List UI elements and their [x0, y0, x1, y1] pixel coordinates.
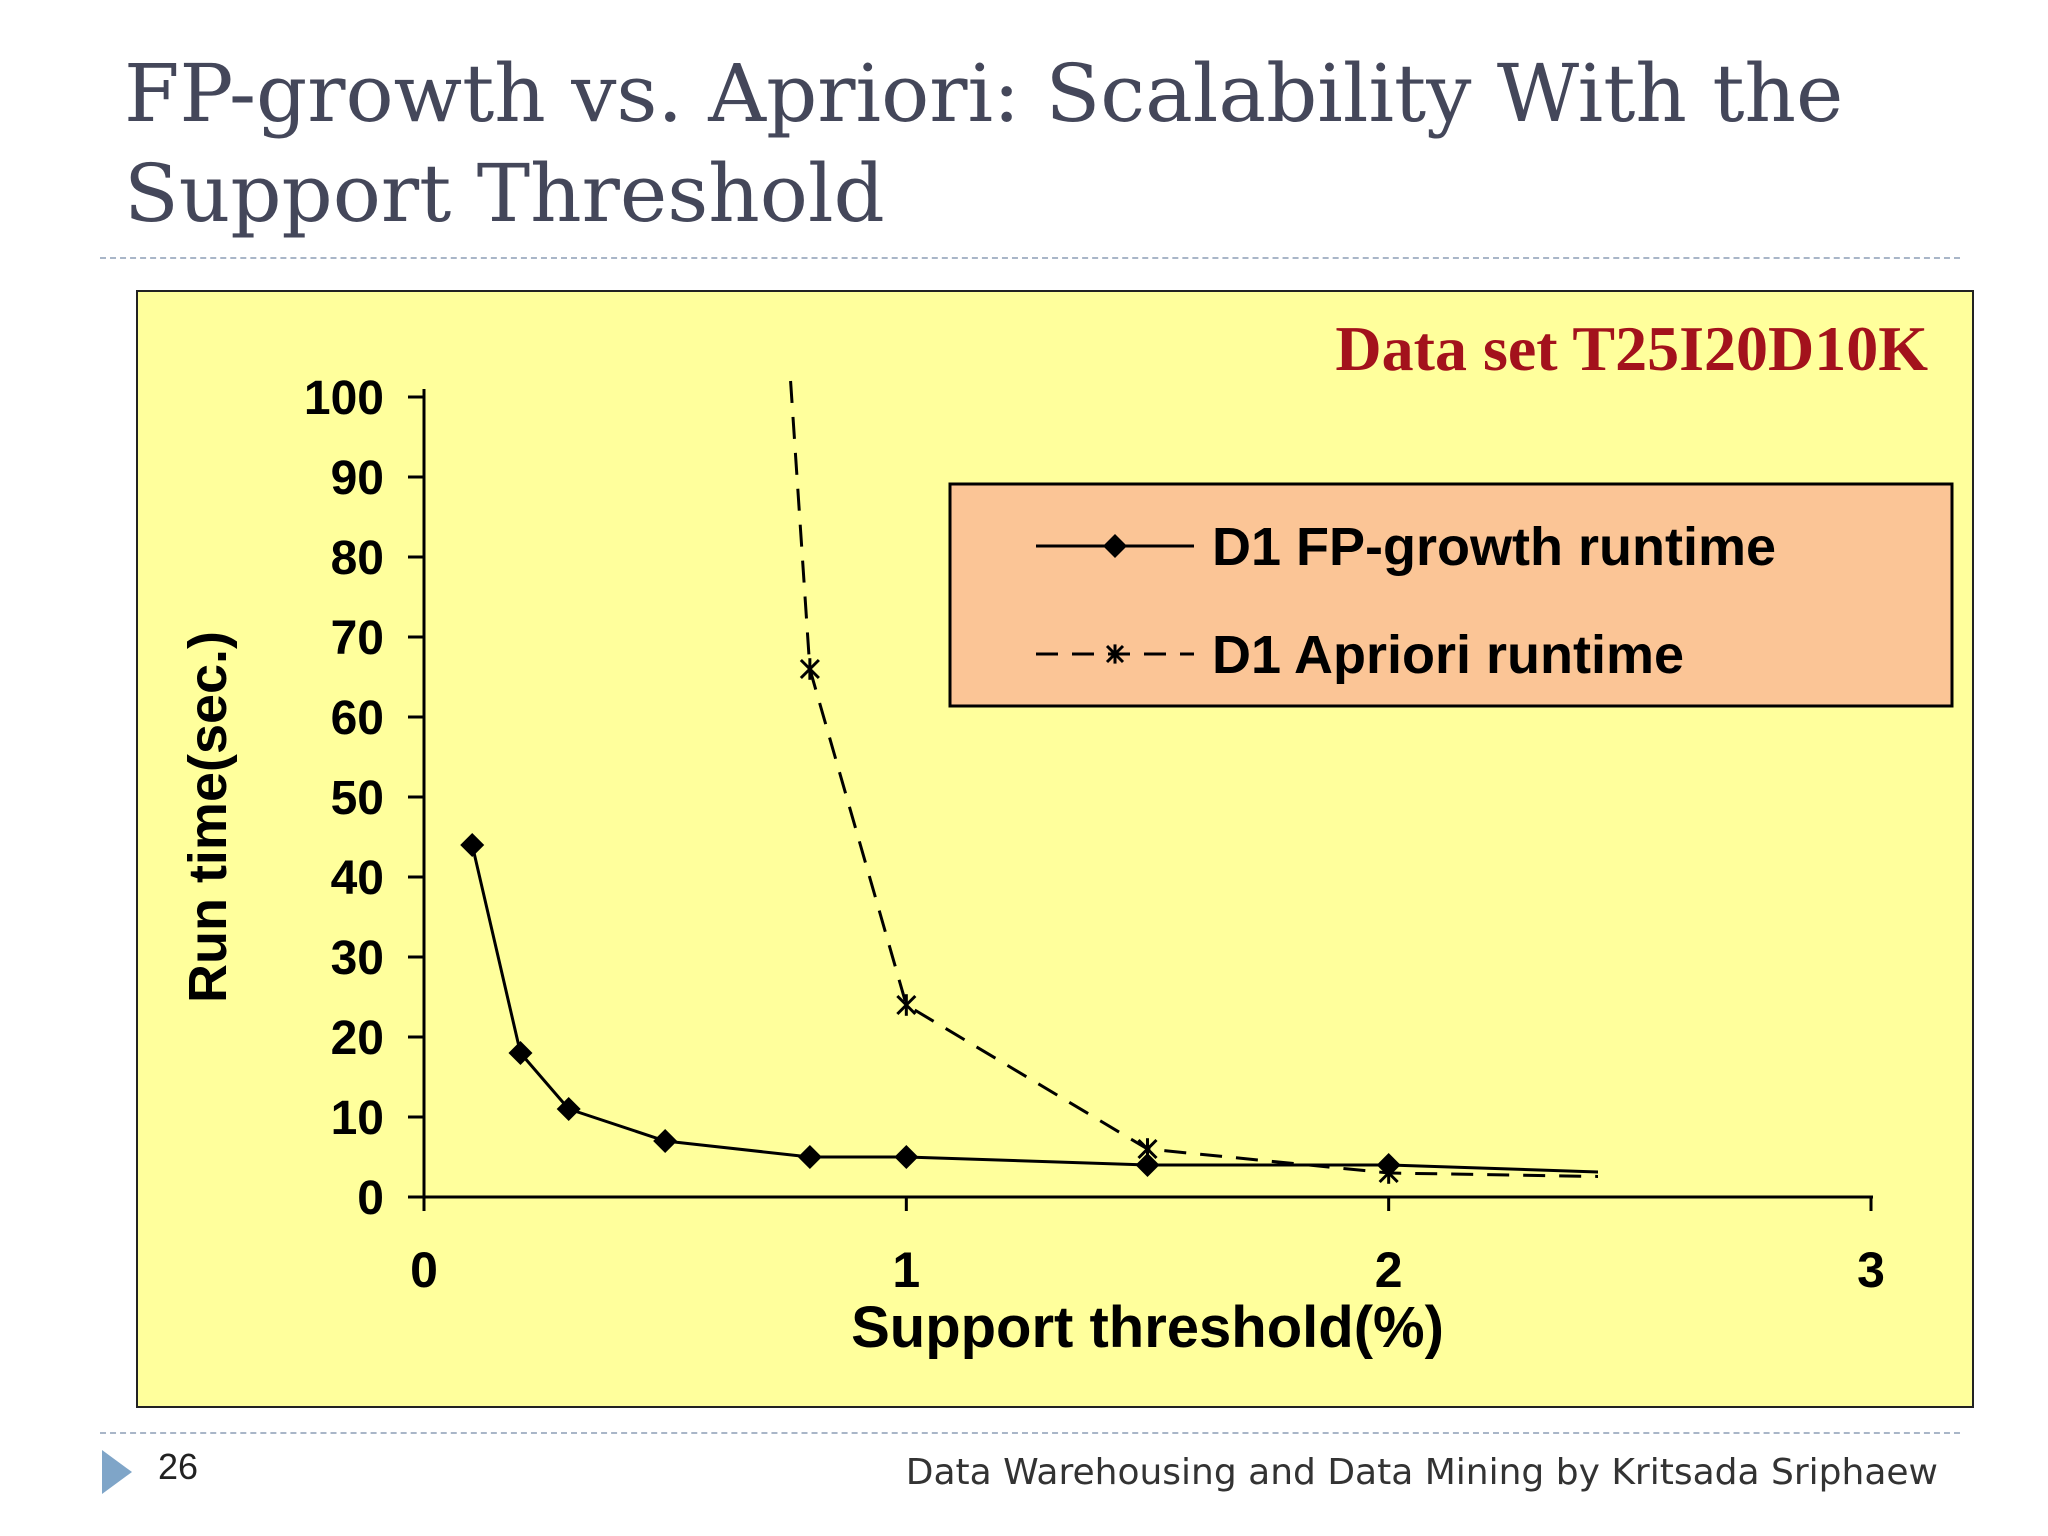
fp-growth-point — [508, 1041, 533, 1065]
y-tick-label: 90 — [331, 452, 384, 505]
y-axis-label: Run time(sec.) — [178, 631, 238, 1003]
apriori-point — [1137, 1138, 1158, 1160]
y-tick-label: 0 — [357, 1172, 384, 1225]
y-tick-label: 100 — [304, 372, 384, 425]
y-tick-label: 20 — [331, 1012, 384, 1065]
fp-growth-point — [653, 1129, 678, 1153]
chart-frame: Data set T25I20D10K 0 10 20 30 40 50 60 70 80 90 1… — [136, 290, 1974, 1408]
apriori-point — [799, 658, 820, 680]
fp-growth-line — [470, 844, 1598, 1174]
footer-divider — [100, 1432, 1960, 1434]
x-tick-label: 3 — [1857, 1242, 1885, 1298]
y-tick-label: 70 — [331, 612, 384, 665]
apriori-point — [896, 994, 917, 1016]
y-tick-label: 80 — [331, 532, 384, 585]
slide-title: FP-growth vs. Apriori: Scalability With … — [124, 47, 1844, 240]
x-axis-label: Support threshold(%) — [851, 1295, 1444, 1360]
legend-diamond-marker — [1103, 534, 1127, 558]
y-tick-label: 60 — [331, 692, 384, 745]
fp-growth-point — [556, 1097, 581, 1121]
chart-title: Data set T25I20D10K — [1335, 313, 1928, 384]
title-divider — [100, 257, 1960, 259]
fp-growth-point — [1859, 1169, 1883, 1193]
apriori-line — [789, 380, 1598, 1178]
footer-credit: Data Warehousing and Data Mining by Krit… — [905, 1452, 1938, 1493]
legend-label: D1 FP-growth runtime — [1212, 517, 1776, 577]
y-tick-label: 30 — [331, 932, 384, 985]
apriori-point — [1862, 1170, 1880, 1192]
bullet-arrow-icon — [102, 1450, 132, 1494]
fp-growth-point — [1135, 1153, 1160, 1177]
y-tick-label: 50 — [331, 772, 384, 825]
y-tick-label: 10 — [331, 1092, 384, 1145]
legend-label: D1 Apriori runtime — [1212, 625, 1684, 685]
x-tick-label: 2 — [1375, 1242, 1403, 1298]
apriori-point — [1378, 1162, 1399, 1184]
fp-growth-point — [797, 1145, 822, 1169]
page-number: 26 — [158, 1446, 199, 1487]
fp-growth-point — [894, 1145, 919, 1169]
legend-box — [948, 482, 1954, 708]
y-tick-label: 40 — [331, 852, 384, 905]
legend-star-marker — [1105, 644, 1125, 664]
x-tick-label: 1 — [892, 1242, 920, 1298]
runtime-chart: Data set T25I20D10K 01020304050607080901… — [178, 313, 1954, 1360]
x-tick-label: 0 — [410, 1242, 438, 1298]
fp-growth-point — [460, 833, 485, 857]
